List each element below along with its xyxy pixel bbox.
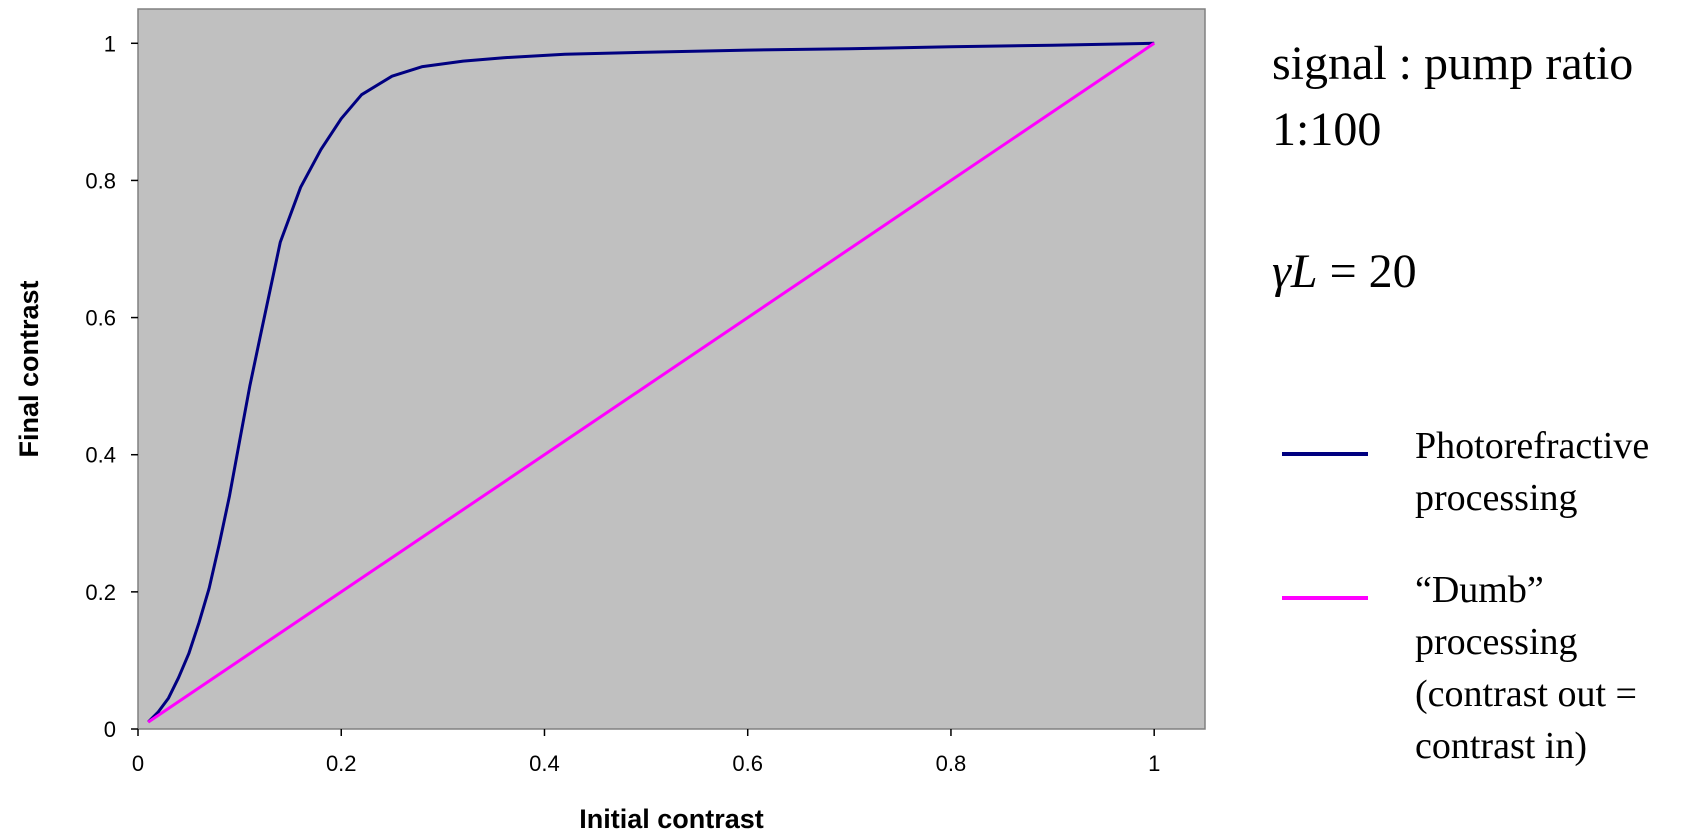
legend-label-dumb-2: processing [1415, 621, 1578, 663]
x-axis-title: Initial contrast [579, 804, 764, 832]
y-tick-label: 0.2 [85, 580, 116, 605]
y-axis-title: Final contrast [14, 280, 44, 457]
series-line-dumb [147, 42, 1156, 724]
series-line-photorefractive [147, 41, 1155, 724]
x-tick-label: 0.4 [529, 751, 560, 776]
ratio-label: signal : pump ratio [1272, 37, 1634, 90]
gamma-symbol: γL [1272, 245, 1318, 298]
x-tick-label: 1 [1148, 751, 1160, 776]
gamma-value: = 20 [1329, 245, 1417, 298]
gamma-annotation: γL = 20 [1272, 238, 1417, 306]
x-tick-label: 0.8 [936, 751, 967, 776]
ratio-value: 1:100 [1272, 103, 1382, 156]
y-tick-label: 0.4 [85, 443, 116, 468]
axis-ticks: 0 0.2 0.4 0.6 0.8 1 0 0.2 0.4 0.6 0.8 1 [85, 31, 1160, 776]
x-tick-label: 0.2 [326, 751, 357, 776]
x-tick-label: 0.6 [732, 751, 763, 776]
legend-swatch-photorefractive [1282, 452, 1368, 456]
legend-label-photorefractive-1: Photorefractive [1415, 425, 1650, 467]
legend-label-dumb-1: “Dumb” [1415, 569, 1544, 611]
legend-label-photorefractive-2: processing [1415, 477, 1578, 519]
y-tick-label: 0 [104, 717, 116, 742]
x-tick-label: 0 [132, 751, 144, 776]
legend-label-dumb-3: (contrast out = [1415, 673, 1637, 715]
y-tick-label: 0.8 [85, 168, 116, 193]
y-tick-label: 1 [104, 31, 116, 56]
series-layer [147, 41, 1156, 724]
y-tick-label: 0.6 [85, 306, 116, 331]
legend-swatch-dumb [1282, 596, 1368, 600]
legend-label-dumb-4: contrast in) [1415, 725, 1588, 767]
